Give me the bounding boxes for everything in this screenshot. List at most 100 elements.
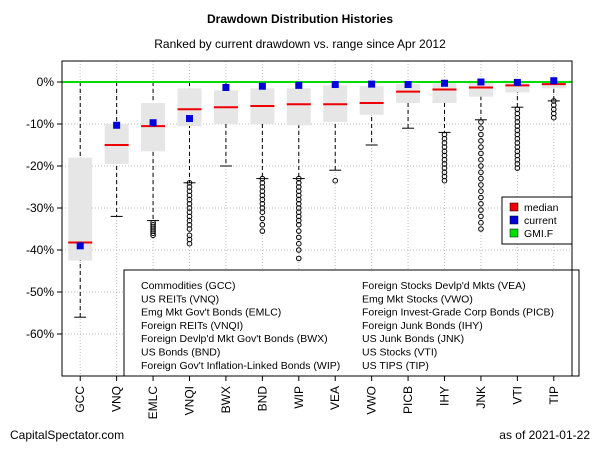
legend-label: current	[524, 215, 557, 227]
current-ihy	[441, 79, 448, 87]
chart-subtitle: Ranked by current drawdown vs. range sin…	[154, 37, 446, 51]
outlier-point	[441, 177, 448, 184]
x-tick-label: GCC	[73, 386, 87, 413]
box-wip	[286, 88, 311, 126]
outlier-point	[478, 144, 484, 150]
x-tick-label: VNQI	[183, 386, 197, 415]
box-jnk	[468, 82, 493, 97]
key-entry: US Bonds (BND)	[141, 347, 220, 359]
key-entry: US Stocks (VTI)	[362, 347, 437, 359]
box-vnq	[104, 124, 129, 164]
outlier-point	[478, 131, 484, 138]
as-of-date: as of 2021-01-22	[499, 428, 590, 442]
outlier-point	[259, 228, 266, 234]
key-entry: Foreign Junk Bonds (IHY)	[362, 320, 483, 332]
outlier-point	[478, 219, 484, 226]
current-wip	[295, 81, 303, 89]
box-tip	[541, 82, 566, 89]
x-tick-label: VNQ	[110, 386, 124, 412]
key-entry: Foreign REITs (VNQI)	[141, 320, 243, 332]
legend-swatch	[509, 215, 519, 225]
y-tick-label: -50%	[26, 285, 54, 299]
x-tick-label: IHY	[438, 386, 452, 406]
outlier-point	[478, 188, 484, 194]
chart-title: Drawdown Distribution Histories	[206, 12, 393, 26]
x-tick-label: VEA	[328, 386, 342, 410]
x-tick-label: PICB	[401, 386, 415, 414]
outlier-point	[259, 209, 266, 215]
outlier-point	[550, 114, 557, 121]
key-entry: US TIPS (TIP)	[362, 360, 429, 372]
y-tick-label: -30%	[26, 201, 54, 215]
current-vnqi	[186, 115, 193, 123]
outlier-point	[514, 165, 521, 171]
outlier-point	[478, 175, 484, 182]
outlier-point	[295, 228, 302, 234]
key-entry: US Junk Bonds (JNK)	[362, 333, 464, 345]
x-tick-label: BWX	[219, 386, 233, 413]
x-tick-label: BND	[255, 386, 269, 412]
current-emlc	[149, 119, 157, 127]
box-vti	[505, 82, 530, 93]
y-tick-label: -10%	[26, 117, 54, 131]
legend-swatch	[509, 202, 519, 212]
x-tick-label: VTI	[510, 386, 524, 405]
current-vwo	[368, 80, 376, 88]
current-vnq	[113, 121, 121, 129]
x-tick-label: JNK	[474, 386, 488, 409]
outlier-point	[478, 156, 484, 163]
source-credit: CapitalSpectator.com	[10, 428, 125, 442]
key-entry: Emg Mkt Stocks (VWO)	[362, 293, 473, 305]
outlier-point	[478, 213, 484, 220]
box-vwo	[359, 86, 384, 115]
box-ihy	[432, 83, 457, 103]
outlier-point	[295, 240, 302, 247]
outlier-point	[150, 230, 156, 236]
y-tick-label: 0%	[37, 75, 55, 89]
current-bnd	[258, 82, 266, 90]
current-vti	[513, 78, 521, 86]
outlier-point	[478, 201, 484, 207]
box-emlc	[141, 103, 166, 152]
outlier-point	[478, 138, 484, 144]
outlier-point	[478, 169, 484, 176]
y-tick-label: -60%	[26, 327, 54, 341]
outlier-point	[295, 247, 302, 253]
outlier-point	[150, 232, 156, 239]
outlier-point	[478, 150, 484, 157]
x-tick-label: EMLC	[146, 386, 160, 420]
outlier-point	[259, 222, 266, 228]
outlier-point	[295, 255, 302, 262]
key-entry: US REITs (VNQ)	[141, 293, 219, 305]
outlier-point	[478, 163, 484, 169]
key-entry: Foreign Gov't Inflation-Linked Bonds (WI…	[141, 360, 340, 372]
legend-label: median	[524, 202, 559, 214]
outlier-point	[259, 215, 266, 222]
outlier-point	[478, 226, 484, 232]
x-tick-label: VWO	[365, 386, 379, 415]
outlier-point	[478, 194, 484, 201]
current-picb	[404, 81, 412, 89]
x-tick-label: WIP	[292, 386, 306, 409]
key-entry: Commodities (GCC)	[141, 280, 236, 292]
key-entry: Foreign Stocks Devlp'd Mkts (VEA)	[362, 280, 526, 292]
key-entry: Emg Mkt Gov't Bonds (EMLC)	[141, 307, 281, 319]
y-tick-label: -20%	[26, 159, 54, 173]
legend-swatch	[509, 228, 519, 238]
legend-label: GMI.F	[524, 228, 553, 240]
current-tip	[550, 77, 558, 85]
current-gcc	[76, 242, 84, 250]
outlier-point	[295, 222, 302, 228]
x-tick-label: TIP	[547, 386, 561, 405]
outlier-point	[186, 226, 193, 232]
current-bwx	[222, 83, 230, 91]
key-entry: Foreign Invest-Grade Corp Bonds (PICB)	[362, 307, 554, 319]
outlier-point	[295, 234, 302, 241]
current-vea	[331, 81, 339, 89]
y-tick-label: -40%	[26, 243, 54, 257]
outlier-point	[478, 182, 484, 188]
outlier-point	[478, 125, 484, 131]
outlier-point	[186, 240, 193, 247]
box-picb	[396, 84, 421, 103]
